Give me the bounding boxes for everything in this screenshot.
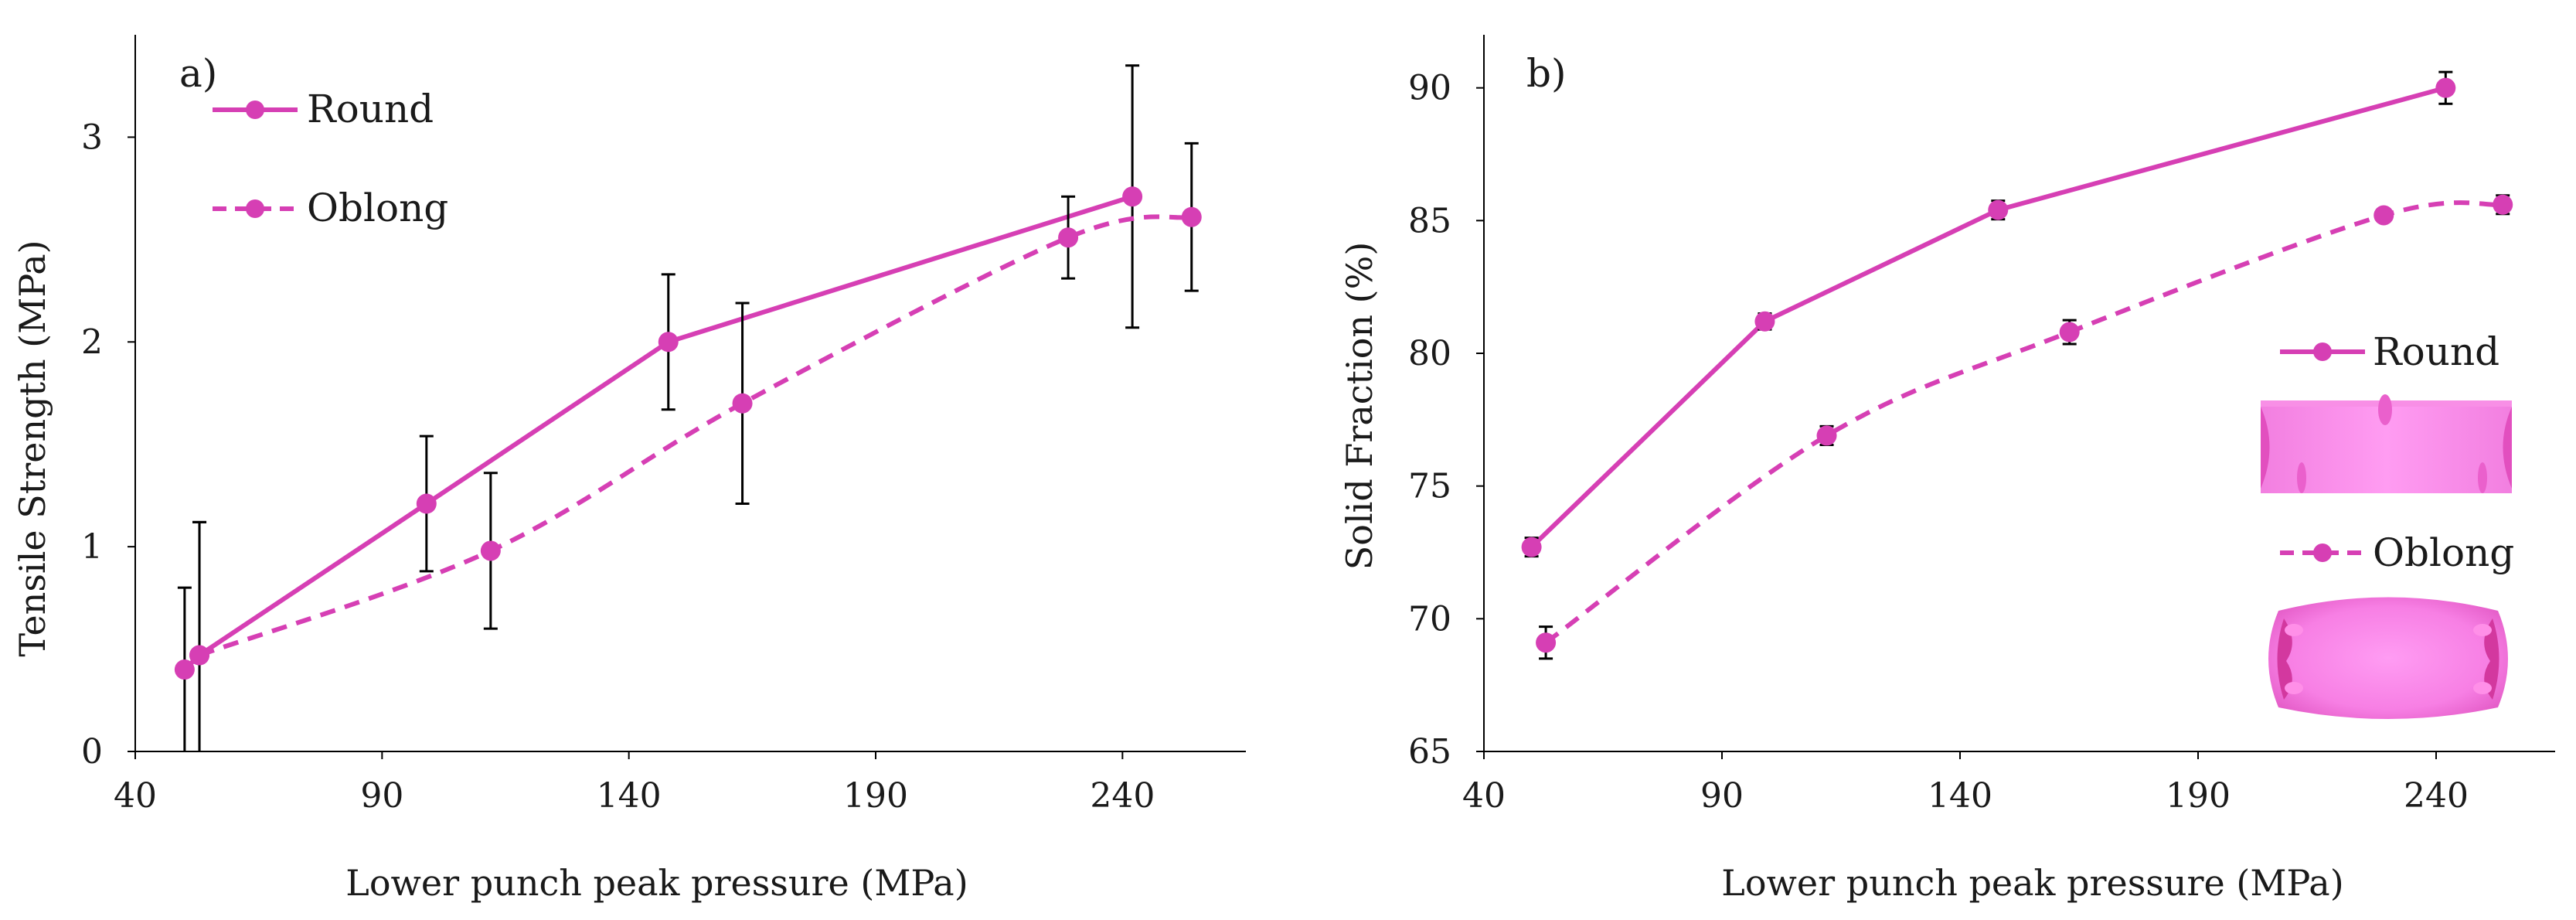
panel-b-legend: Round Oblong (2261, 329, 2514, 719)
legend-round-label: Round (2373, 329, 2499, 374)
y-tick-label: 3 (81, 118, 103, 157)
y-tick-label: 65 (1408, 732, 1451, 772)
x-tick-label: 90 (1700, 776, 1744, 816)
y-tick-label: 1 (81, 527, 103, 567)
oblong-tablet-illustration (2268, 597, 2508, 719)
y-tick-label: 85 (1408, 201, 1451, 240)
data-point-oblong (480, 540, 501, 561)
x-tick-label: 40 (1462, 776, 1506, 816)
data-point-oblong (1058, 227, 1079, 248)
panel-a-label: a) (179, 51, 217, 96)
panel-a-legend: Round Oblong (213, 87, 448, 230)
x-tick-label: 190 (2166, 776, 2231, 816)
data-point-round (1754, 311, 1775, 332)
data-point-round (1521, 537, 1542, 557)
panel-a-y-ticks: 0 1 2 3 (81, 118, 135, 772)
data-point-oblong (2493, 194, 2513, 215)
data-point-round (658, 332, 679, 353)
panel-a-x-ticks: 40 90 140 190 240 (114, 751, 1155, 816)
data-point-oblong (1816, 425, 1837, 446)
data-point-oblong (1181, 206, 1202, 227)
y-tick-label: 0 (81, 732, 103, 772)
panel-a-plot-area (174, 64, 1202, 751)
panel-b-y-ticks: 65 70 75 80 85 90 (1408, 69, 1484, 772)
legend-round-marker (246, 101, 264, 119)
panel-b-x-ticks: 40 90 140 190 240 (1462, 751, 2469, 816)
x-tick-label: 40 (114, 776, 157, 816)
series-line-round (182, 194, 1134, 672)
panel-b-x-label: Lower punch peak pressure (MPa) (1721, 862, 2343, 904)
panel-a-x-label: Lower punch peak pressure (MPa) (345, 862, 968, 904)
data-point-oblong (1536, 632, 1557, 653)
data-point-oblong (2059, 322, 2080, 342)
legend-round-label: Round (307, 87, 434, 131)
data-point-round (416, 493, 437, 514)
legend-round-marker (2313, 342, 2332, 361)
y-tick-label: 90 (1408, 69, 1451, 108)
series-line-oblong (199, 214, 1193, 658)
panel-b-solid-fraction: 40 90 140 190 240 65 70 75 80 85 90 b) Lower punc… (1339, 35, 2555, 904)
y-tick-label: 70 (1408, 599, 1451, 639)
x-tick-label: 140 (1928, 776, 1992, 816)
panel-b-plot-area (1521, 70, 2513, 660)
y-tick-label: 80 (1408, 334, 1451, 373)
data-point-oblong (189, 645, 210, 666)
panel-a-y-label: Tensile Strength (MPa) (12, 240, 53, 656)
data-point-round (1122, 186, 1143, 207)
data-point-round (1988, 199, 2009, 220)
x-tick-label: 240 (2404, 776, 2469, 816)
x-tick-label: 90 (360, 776, 403, 816)
data-point-oblong (2374, 205, 2394, 226)
y-tick-label: 2 (81, 322, 103, 362)
x-tick-label: 140 (597, 776, 662, 816)
panel-b-label: b) (1526, 51, 1567, 96)
series-line-round (1530, 85, 2447, 549)
y-tick-label: 75 (1408, 467, 1451, 506)
legend-oblong-label: Oblong (307, 186, 448, 230)
x-tick-label: 190 (843, 776, 908, 816)
round-tablet-illustration (2261, 394, 2512, 493)
data-point-oblong (732, 393, 753, 414)
x-tick-label: 240 (1090, 776, 1155, 816)
panel-a-tensile-strength: 40 90 140 190 240 0 1 2 3 a) Lower punch peak p… (12, 35, 1246, 904)
legend-oblong-label: Oblong (2373, 530, 2514, 575)
panel-b-y-label: Solid Fraction (%) (1339, 242, 1380, 571)
data-point-round (174, 659, 195, 680)
data-point-round (2435, 77, 2456, 98)
legend-oblong-marker (246, 199, 264, 218)
legend-oblong-marker (2313, 543, 2332, 562)
